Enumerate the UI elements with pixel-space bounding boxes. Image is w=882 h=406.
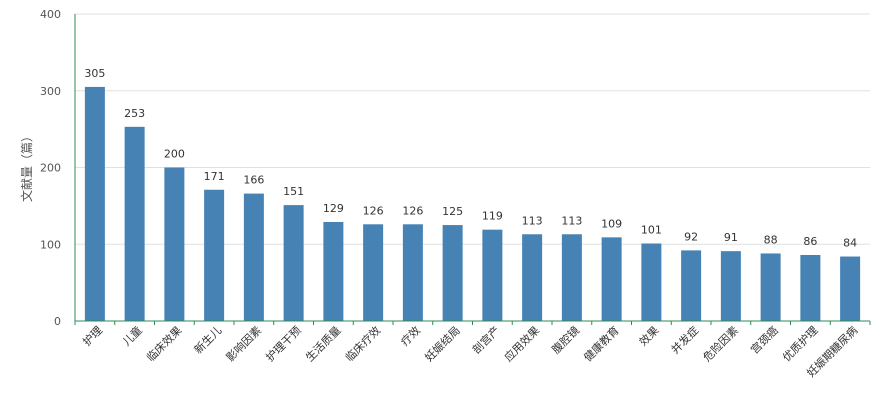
x-tick-label: 护理干预 xyxy=(263,323,304,364)
x-tick-label: 护理 xyxy=(80,323,105,348)
x-tick-label: 生活质量 xyxy=(302,323,343,364)
y-axis-title: 文献量（篇） xyxy=(19,130,34,202)
data-label: 129 xyxy=(323,202,344,215)
bar xyxy=(124,126,145,321)
data-label: 125 xyxy=(442,205,463,218)
grid-lines xyxy=(75,13,870,245)
bar xyxy=(800,254,821,321)
bars xyxy=(84,86,861,321)
bar xyxy=(720,251,741,321)
y-tick-label: 300 xyxy=(40,85,61,98)
bar xyxy=(84,86,105,321)
x-tick-label: 效果 xyxy=(636,323,661,348)
bar xyxy=(681,250,702,321)
bar xyxy=(323,221,344,321)
bar xyxy=(243,193,264,321)
x-tick-label: 危险因素 xyxy=(700,323,741,364)
data-label: 91 xyxy=(724,231,738,244)
bar xyxy=(442,225,463,321)
data-label: 200 xyxy=(164,148,185,161)
data-label: 126 xyxy=(402,204,423,217)
bar xyxy=(561,234,582,321)
data-label: 101 xyxy=(641,223,662,236)
data-label: 253 xyxy=(124,107,145,120)
x-tick-label: 儿童 xyxy=(119,323,144,348)
x-tick-label: 应用效果 xyxy=(501,323,542,364)
data-label: 119 xyxy=(482,210,503,223)
labels: 0 100 200 300 400 305 护理 253 儿童 200 临床效果 171 新生儿 166 影… xyxy=(40,8,860,380)
x-tick-label: 疗效 xyxy=(398,323,423,348)
bar xyxy=(760,253,781,321)
x-tick-label: 腹腔镜 xyxy=(549,323,582,356)
bar xyxy=(601,237,622,321)
x-tick-label: 健康教育 xyxy=(581,323,622,364)
data-label: 113 xyxy=(561,214,582,227)
bar xyxy=(204,189,225,321)
x-tick-label: 妊娠结局 xyxy=(422,323,463,364)
x-tick-label: 优质护理 xyxy=(779,323,820,364)
data-label: 151 xyxy=(283,185,304,198)
bar xyxy=(641,243,662,321)
data-label: 171 xyxy=(204,170,225,183)
x-tick-label: 并发症 xyxy=(668,323,701,356)
x-tick-label: 剖宫产 xyxy=(469,323,502,356)
data-label: 166 xyxy=(243,174,264,187)
data-label: 305 xyxy=(84,67,105,80)
y-tick-label: 200 xyxy=(40,162,61,175)
data-label: 109 xyxy=(601,217,622,230)
bar xyxy=(164,167,185,321)
y-tick-label: 100 xyxy=(40,238,61,251)
bar xyxy=(363,224,384,321)
axes xyxy=(74,14,871,325)
bar xyxy=(402,224,423,321)
data-label: 88 xyxy=(764,233,778,246)
x-tick-label: 影响因素 xyxy=(224,324,264,364)
data-label: 126 xyxy=(363,204,384,217)
y-tick-label: 400 xyxy=(40,8,61,21)
bar xyxy=(283,205,304,321)
x-tick-label: 临床效果 xyxy=(143,323,184,364)
data-label: 86 xyxy=(803,235,817,248)
bar xyxy=(840,256,861,321)
bar xyxy=(522,234,543,321)
bar xyxy=(482,229,503,321)
x-tick-label: 新生儿 xyxy=(191,323,224,356)
data-label: 92 xyxy=(684,230,698,243)
data-label: 113 xyxy=(522,214,543,227)
x-tick-label: 宫颈癌 xyxy=(748,323,781,356)
x-tick-label: 临床疗效 xyxy=(342,323,383,364)
y-tick-label: 0 xyxy=(54,315,61,328)
data-label: 84 xyxy=(843,237,857,250)
